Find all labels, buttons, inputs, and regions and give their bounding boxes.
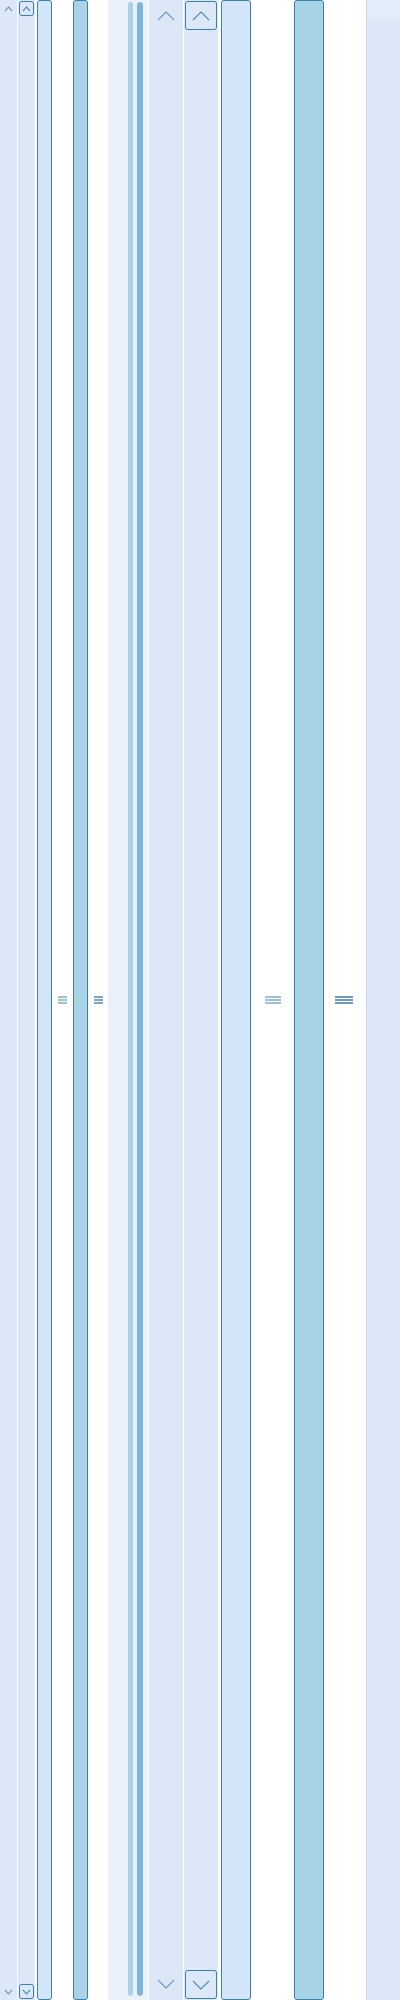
scroll-up-button[interactable] <box>0 0 17 17</box>
scroll-up-button[interactable] <box>185 1 217 30</box>
scrollbar-1[interactable] <box>0 0 17 2000</box>
chevron-up-icon <box>157 11 175 21</box>
scrollbar-3[interactable] <box>36 0 72 2000</box>
scroll-down-button[interactable] <box>185 1970 217 1999</box>
scrollbar-9[interactable] <box>291 0 365 2000</box>
scroll-thumb[interactable] <box>128 2 133 1996</box>
chevron-up-icon <box>192 10 210 20</box>
grip-lines-icon <box>94 994 103 1006</box>
scrollbar-6[interactable] <box>149 0 183 2000</box>
chevron-down-icon <box>192 1980 210 1990</box>
scroll-down-button[interactable] <box>149 1968 183 2000</box>
scrollbar-8[interactable] <box>219 0 291 2000</box>
grip-lines-icon <box>335 994 353 1006</box>
scroll-up-button[interactable] <box>149 0 183 32</box>
chevron-down-icon <box>4 1989 13 1995</box>
scroll-thumb[interactable] <box>137 2 143 1996</box>
scrollbar-10 <box>366 0 400 2000</box>
scrollbar-4[interactable] <box>72 0 108 2000</box>
scroll-thumb[interactable] <box>294 0 324 2000</box>
chevron-down-icon <box>157 1979 175 1989</box>
scroll-down-button[interactable] <box>0 1983 17 2000</box>
chevron-up-icon <box>4 5 13 11</box>
scrollbar-7[interactable] <box>184 0 218 2000</box>
chevron-up-icon <box>22 5 31 11</box>
grip-lines-icon <box>265 994 281 1006</box>
scroll-up-button <box>367 0 400 20</box>
scroll-thumb[interactable] <box>73 0 88 2000</box>
scroll-down-button[interactable] <box>19 1984 34 1999</box>
scroll-thumb[interactable] <box>221 0 251 2000</box>
scrollbar-5[interactable] <box>108 0 148 2000</box>
scrollbar-2[interactable] <box>18 0 35 2000</box>
scroll-up-button[interactable] <box>19 1 34 16</box>
chevron-down-icon <box>22 1989 31 1995</box>
scroll-thumb[interactable] <box>37 0 52 2000</box>
grip-lines-icon <box>58 994 67 1006</box>
